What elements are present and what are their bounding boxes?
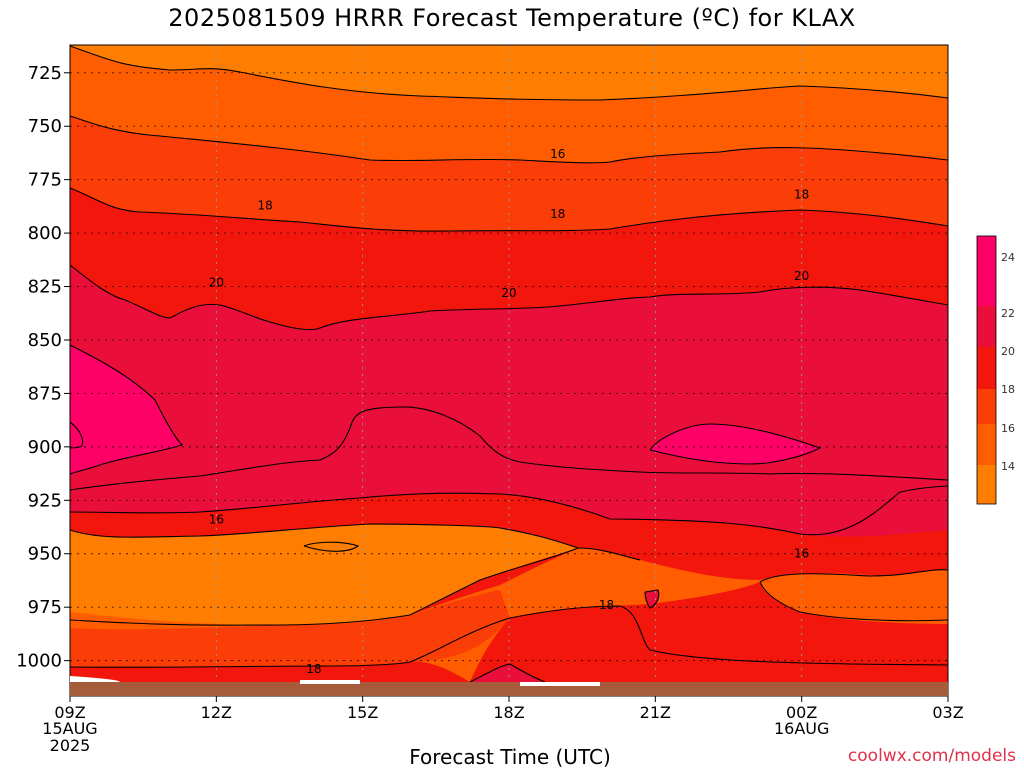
band-12-low bbox=[70, 524, 578, 626]
colorbar-tick-16: 16 bbox=[1001, 422, 1015, 435]
contour-line-1 bbox=[69, 45, 949, 101]
colorbar-swatch-4 bbox=[977, 347, 996, 389]
colorbar-tick-24: 24 bbox=[1001, 251, 1015, 264]
contour-line-14 bbox=[759, 581, 949, 622]
band-22b bbox=[650, 424, 820, 464]
ground-gap bbox=[70, 676, 600, 686]
contour-line-16 bbox=[644, 589, 660, 609]
contour-labels: 16 18 18 18 20 20 20 16 16 18 18 bbox=[209, 147, 810, 676]
ytick-label-1000: 1000 bbox=[16, 651, 62, 672]
colorbar-swatch-7 bbox=[977, 465, 996, 504]
contour-line-4 bbox=[69, 264, 949, 331]
contour-line-9 bbox=[69, 485, 949, 536]
ytick-label-975: 975 bbox=[28, 597, 62, 618]
band-20 bbox=[70, 265, 948, 537]
ytick-label-775: 775 bbox=[28, 170, 62, 191]
band-16-low bbox=[70, 590, 510, 668]
x-axis-label: Forecast Time (UTC) bbox=[409, 745, 611, 769]
contour-line-12 bbox=[577, 547, 641, 561]
xtick-label-18Z: 18Z bbox=[493, 703, 524, 722]
contour-line-3 bbox=[69, 187, 949, 232]
xtick-label-00Z: 00Z bbox=[786, 703, 817, 722]
xtick-sublabel-2025: 2025 bbox=[50, 736, 91, 755]
contour-label-3: 18 bbox=[550, 207, 565, 221]
colorbar-tick-18: 18 bbox=[1001, 383, 1015, 396]
colorbar-swatch-2 bbox=[977, 270, 996, 306]
contour-line-5 bbox=[69, 344, 184, 475]
contour-label-6: 20 bbox=[501, 286, 516, 300]
contour-label-1: 16 bbox=[550, 147, 565, 161]
xtick-label-15Z: 15Z bbox=[347, 703, 378, 722]
contour-label-4: 18 bbox=[794, 188, 809, 202]
colorbar-swatch-6 bbox=[977, 424, 996, 465]
contour-line-8 bbox=[69, 406, 949, 491]
colorbar-swatch-1 bbox=[977, 236, 996, 270]
xtick-label-03Z: 03Z bbox=[932, 703, 963, 722]
ytick-label-850: 850 bbox=[28, 330, 62, 351]
xtick-label-12Z: 12Z bbox=[201, 703, 232, 722]
contour-line-7 bbox=[649, 423, 822, 465]
colorbar-tick-20: 20 bbox=[1001, 345, 1015, 358]
ytick-label-950: 950 bbox=[28, 544, 62, 565]
colorbar-frame bbox=[976, 235, 997, 505]
contour-label-10: 18 bbox=[599, 598, 614, 612]
colorbar-tick-14: 14 bbox=[1001, 460, 1015, 473]
contour-line-6 bbox=[69, 421, 84, 449]
band-18-right bbox=[470, 606, 948, 682]
credit-link[interactable]: coolwx.com/models bbox=[847, 746, 1016, 766]
contour-line-15 bbox=[509, 605, 949, 666]
contour-line-17 bbox=[69, 617, 511, 668]
colorbar-tick-22: 22 bbox=[1001, 307, 1015, 320]
ytick-label-875: 875 bbox=[28, 383, 62, 404]
xtick-label-21Z: 21Z bbox=[640, 703, 671, 722]
ytick-label-800: 800 bbox=[28, 223, 62, 244]
axes: 725 750 775 800 825 850 875 900 925 950 975 1000 09Z… bbox=[16, 44, 964, 755]
ytick-label-925: 925 bbox=[28, 490, 62, 511]
chart-title: 2025081509 HRRR Forecast Temperature (ºC… bbox=[168, 4, 856, 32]
contour-line-13 bbox=[759, 569, 949, 583]
contour-label-2: 18 bbox=[257, 198, 272, 212]
colorbar-swatch-3 bbox=[977, 306, 996, 347]
ytick-label-825: 825 bbox=[28, 277, 62, 298]
contour-label-9: 16 bbox=[794, 547, 809, 561]
ytick-label-725: 725 bbox=[28, 63, 62, 84]
band-20-bottom bbox=[470, 664, 545, 682]
xtick-label-09Z: 09Z bbox=[54, 703, 85, 722]
ground-strip bbox=[70, 682, 948, 696]
contour-line-11 bbox=[303, 541, 360, 552]
band-18-surface bbox=[70, 661, 470, 682]
contour-label-8: 16 bbox=[209, 513, 224, 527]
ytick-label-900: 900 bbox=[28, 437, 62, 458]
contour-label-5: 20 bbox=[209, 275, 224, 289]
xtick-sublabel-15AUG: 15AUG bbox=[42, 719, 97, 738]
colorbar-swatch-5 bbox=[977, 389, 996, 424]
contour-label-11: 18 bbox=[306, 662, 321, 676]
colorbar: 24 22 20 18 16 14 bbox=[976, 235, 1015, 505]
contour-label-7: 20 bbox=[794, 269, 809, 283]
contour-line-18 bbox=[469, 663, 546, 683]
contour-line-2 bbox=[69, 115, 949, 164]
band-22 bbox=[70, 345, 182, 474]
ytick-label-750: 750 bbox=[28, 116, 62, 137]
xtick-sublabel-16AUG: 16AUG bbox=[774, 719, 829, 738]
contour-lines bbox=[69, 45, 949, 683]
